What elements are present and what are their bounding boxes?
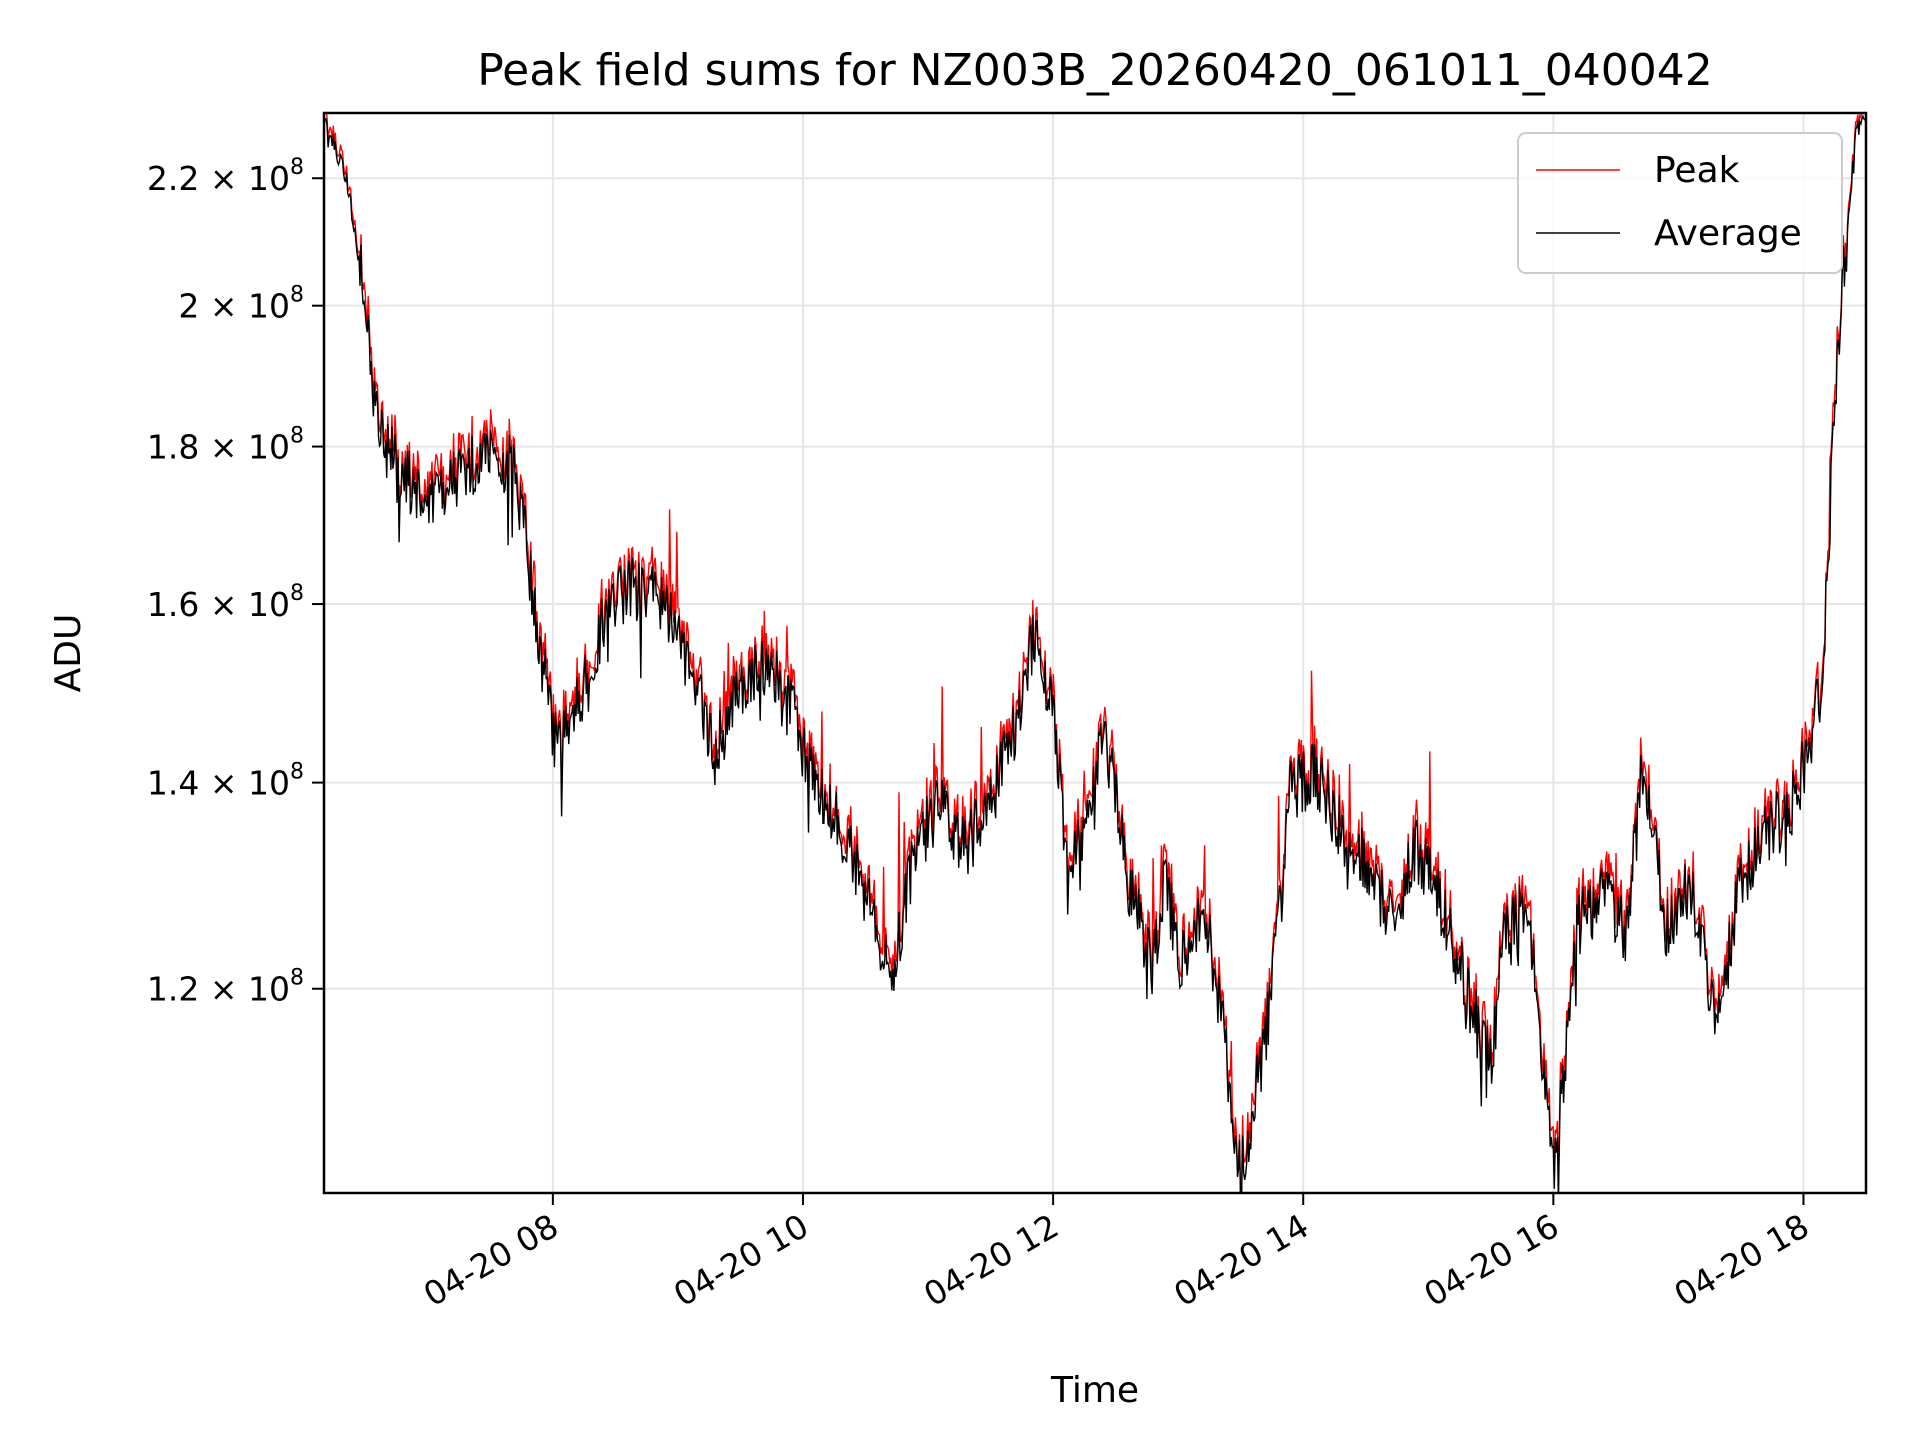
legend: Peak Average bbox=[1517, 132, 1843, 274]
y-axis-label: ADU bbox=[48, 614, 89, 693]
legend-peak-label: Peak bbox=[1654, 150, 1740, 191]
average-series-line bbox=[324, 114, 1866, 1193]
chart-title: Peak field sums for NZ003B_20260420_0610… bbox=[477, 45, 1713, 96]
plot-area bbox=[324, 113, 1866, 1193]
x-axis-ticks: 04-20 08 04-20 10 04-20 12 04-20 14 04-20 16… bbox=[417, 1193, 1815, 1314]
y-tick-label: 1.6 × 108 bbox=[147, 581, 304, 624]
y-tick-label: 2.2 × 108 bbox=[147, 155, 304, 198]
y-tick-label: 1.2 × 108 bbox=[147, 966, 304, 1009]
legend-average-label: Average bbox=[1654, 213, 1802, 254]
y-tick-label: 2 × 108 bbox=[178, 283, 304, 326]
x-tick-label: 04-20 08 bbox=[417, 1206, 565, 1314]
x-tick-label: 04-20 18 bbox=[1667, 1206, 1815, 1314]
plot-frame bbox=[322, 111, 1868, 1195]
x-tick-label: 04-20 16 bbox=[1417, 1206, 1565, 1314]
legend-box bbox=[1517, 132, 1843, 274]
x-tick-label: 04-20 10 bbox=[667, 1206, 815, 1314]
y-axis-ticks: 1.2 × 108 1.4 × 108 1.6 × 108 1.8 × 108 2 × … bbox=[147, 155, 324, 1009]
x-tick-label: 04-20 14 bbox=[1167, 1206, 1315, 1314]
y-tick-label: 1.4 × 108 bbox=[147, 760, 304, 803]
grid-lines bbox=[324, 113, 1866, 1193]
y-tick-label: 1.8 × 108 bbox=[147, 424, 304, 467]
x-tick-label: 04-20 12 bbox=[917, 1206, 1065, 1314]
x-axis-label: Time bbox=[1050, 1370, 1139, 1411]
